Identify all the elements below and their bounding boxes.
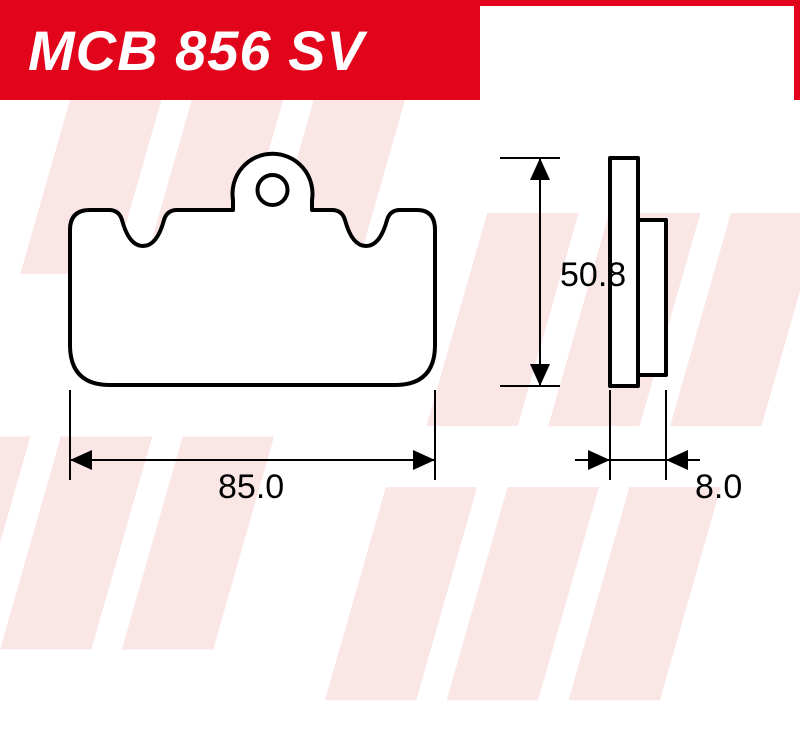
dimension-height <box>500 158 560 386</box>
diagram-area: 85.0 50.8 8.0 <box>0 100 800 730</box>
thickness-value: 8.0 <box>695 468 742 507</box>
height-value: 50.8 <box>560 256 626 295</box>
dimension-thickness <box>575 390 700 480</box>
dimension-width <box>70 390 435 480</box>
header-bar: MCB 856 SV <box>0 0 480 100</box>
width-value: 85.0 <box>218 468 284 507</box>
brake-pad-front-view <box>70 154 435 385</box>
technical-drawing <box>0 100 788 718</box>
product-code-title: MCB 856 SV <box>28 18 365 83</box>
